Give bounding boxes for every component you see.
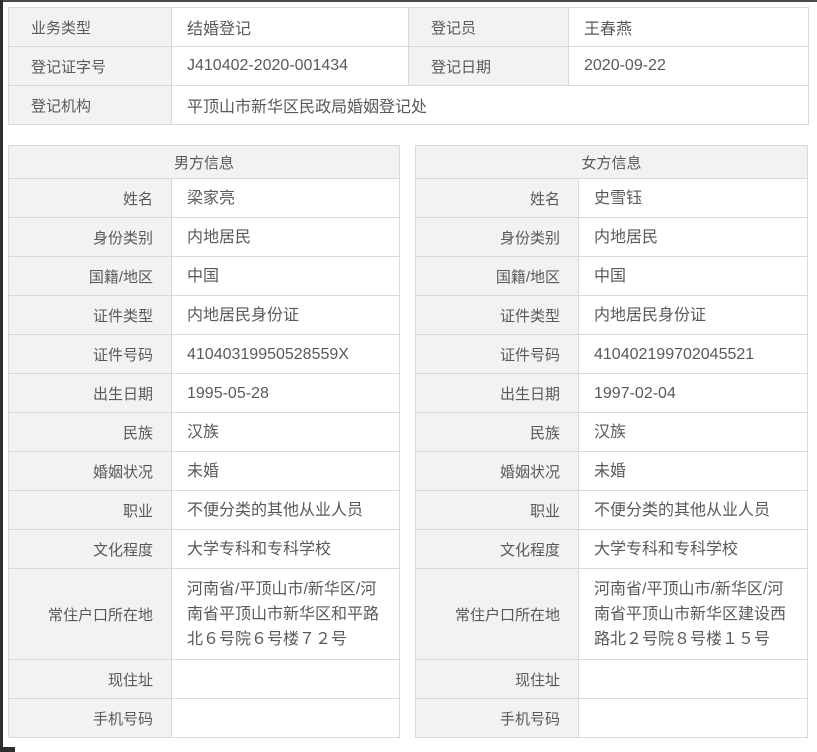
occupation-value: 不便分类的其他从业人员 [578, 491, 807, 529]
female-info-title: 女方信息 [416, 146, 807, 178]
female-row-household-address: 常住户口所在地 河南省/平顶山市/新华区/河南省平顶山市新华区建设西路北２号院８… [416, 568, 807, 659]
mobile-value [171, 699, 399, 737]
female-row-id-number: 证件号码 410402199702045521 [416, 334, 807, 373]
current-address-label: 现住址 [9, 660, 171, 698]
id-number-label: 证件号码 [9, 335, 171, 373]
agency-value: 平顶山市新华区民政局婚姻登记处 [171, 86, 808, 124]
business-type-value: 结婚登记 [171, 8, 408, 46]
screen-edge-bottom-stub [0, 747, 15, 752]
education-label: 文化程度 [416, 530, 578, 568]
male-row-id-type: 证件类型 内地居民身份证 [9, 295, 399, 334]
screen-edge-top [0, 0, 817, 2]
male-row-ethnicity: 民族 汉族 [9, 412, 399, 451]
summary-row-3: 登记机构 平顶山市新华区民政局婚姻登记处 [9, 85, 808, 124]
mobile-label: 手机号码 [9, 699, 171, 737]
ethnicity-value: 汉族 [171, 413, 399, 451]
screen-edge-left [0, 0, 3, 748]
identity-type-value: 内地居民 [578, 218, 807, 256]
birth-date-label: 出生日期 [416, 374, 578, 412]
occupation-value: 不便分类的其他从业人员 [171, 491, 399, 529]
registration-date-label: 登记日期 [408, 47, 568, 85]
marital-status-value: 未婚 [171, 452, 399, 490]
mobile-value [578, 699, 807, 737]
name-value: 梁家亮 [171, 179, 399, 217]
male-row-nationality: 国籍/地区 中国 [9, 256, 399, 295]
female-row-name: 姓名 史雪钰 [416, 178, 807, 217]
female-row-identity-type: 身份类别 内地居民 [416, 217, 807, 256]
mobile-label: 手机号码 [416, 699, 578, 737]
summary-row-1: 业务类型 结婚登记 登记员 王春燕 [9, 8, 808, 46]
household-address-label: 常住户口所在地 [9, 569, 171, 659]
female-row-occupation: 职业 不便分类的其他从业人员 [416, 490, 807, 529]
business-type-label: 业务类型 [9, 8, 171, 46]
name-value: 史雪钰 [578, 179, 807, 217]
birth-date-value: 1997-02-04 [578, 374, 807, 412]
education-value: 大学专科和专科学校 [578, 530, 807, 568]
ethnicity-label: 民族 [9, 413, 171, 451]
occupation-label: 职业 [416, 491, 578, 529]
name-label: 姓名 [416, 179, 578, 217]
female-row-marital-status: 婚姻状况 未婚 [416, 451, 807, 490]
certificate-number-label: 登记证字号 [9, 47, 171, 85]
female-row-id-type: 证件类型 内地居民身份证 [416, 295, 807, 334]
nationality-label: 国籍/地区 [416, 257, 578, 295]
registrar-value: 王春燕 [568, 8, 808, 46]
registration-date-value: 2020-09-22 [568, 47, 808, 85]
id-type-label: 证件类型 [9, 296, 171, 334]
id-number-value: 41040319950528559X [171, 335, 399, 373]
nationality-value: 中国 [578, 257, 807, 295]
male-row-education: 文化程度 大学专科和专科学校 [9, 529, 399, 568]
summary-row-2: 登记证字号 J410402-2020-001434 登记日期 2020-09-2… [9, 46, 808, 85]
identity-type-label: 身份类别 [9, 218, 171, 256]
female-row-mobile: 手机号码 [416, 698, 807, 737]
education-label: 文化程度 [9, 530, 171, 568]
female-row-current-address: 现住址 [416, 659, 807, 698]
id-type-value: 内地居民身份证 [171, 296, 399, 334]
male-row-mobile: 手机号码 [9, 698, 399, 737]
male-row-current-address: 现住址 [9, 659, 399, 698]
nationality-value: 中国 [171, 257, 399, 295]
marital-status-label: 婚姻状况 [416, 452, 578, 490]
household-address-label: 常住户口所在地 [416, 569, 578, 659]
female-row-ethnicity: 民族 汉族 [416, 412, 807, 451]
male-row-household-address: 常住户口所在地 河南省/平顶山市/新华区/河南省平顶山市新华区和平路北６号院６号… [9, 568, 399, 659]
birth-date-label: 出生日期 [9, 374, 171, 412]
female-row-birth-date: 出生日期 1997-02-04 [416, 373, 807, 412]
household-address-value: 河南省/平顶山市/新华区/河南省平顶山市新华区建设西路北２号院８号楼１５号 [578, 569, 807, 659]
current-address-value [578, 660, 807, 698]
male-row-occupation: 职业 不便分类的其他从业人员 [9, 490, 399, 529]
female-row-education: 文化程度 大学专科和专科学校 [416, 529, 807, 568]
male-info-table: 男方信息 姓名 梁家亮 身份类别 内地居民 国籍/地区 中国 证件类型 内地居民… [8, 145, 400, 738]
current-address-value [171, 660, 399, 698]
female-row-nationality: 国籍/地区 中国 [416, 256, 807, 295]
male-row-name: 姓名 梁家亮 [9, 178, 399, 217]
birth-date-value: 1995-05-28 [171, 374, 399, 412]
certificate-number-value: J410402-2020-001434 [171, 47, 408, 85]
identity-type-label: 身份类别 [416, 218, 578, 256]
male-row-marital-status: 婚姻状况 未婚 [9, 451, 399, 490]
id-type-label: 证件类型 [416, 296, 578, 334]
ethnicity-value: 汉族 [578, 413, 807, 451]
ethnicity-label: 民族 [416, 413, 578, 451]
registration-summary-table: 业务类型 结婚登记 登记员 王春燕 登记证字号 J410402-2020-001… [8, 7, 809, 125]
registrar-label: 登记员 [408, 8, 568, 46]
household-address-value: 河南省/平顶山市/新华区/河南省平顶山市新华区和平路北６号院６号楼７２号 [171, 569, 399, 659]
occupation-label: 职业 [9, 491, 171, 529]
male-row-birth-date: 出生日期 1995-05-28 [9, 373, 399, 412]
marital-status-label: 婚姻状况 [9, 452, 171, 490]
identity-type-value: 内地居民 [171, 218, 399, 256]
id-number-value: 410402199702045521 [578, 335, 807, 373]
current-address-label: 现住址 [416, 660, 578, 698]
id-number-label: 证件号码 [416, 335, 578, 373]
id-type-value: 内地居民身份证 [578, 296, 807, 334]
male-info-title: 男方信息 [9, 146, 399, 178]
female-info-table: 女方信息 姓名 史雪钰 身份类别 内地居民 国籍/地区 中国 证件类型 内地居民… [415, 145, 808, 738]
name-label: 姓名 [9, 179, 171, 217]
marital-status-value: 未婚 [578, 452, 807, 490]
male-row-identity-type: 身份类别 内地居民 [9, 217, 399, 256]
agency-label: 登记机构 [9, 86, 171, 124]
nationality-label: 国籍/地区 [9, 257, 171, 295]
male-row-id-number: 证件号码 41040319950528559X [9, 334, 399, 373]
education-value: 大学专科和专科学校 [171, 530, 399, 568]
